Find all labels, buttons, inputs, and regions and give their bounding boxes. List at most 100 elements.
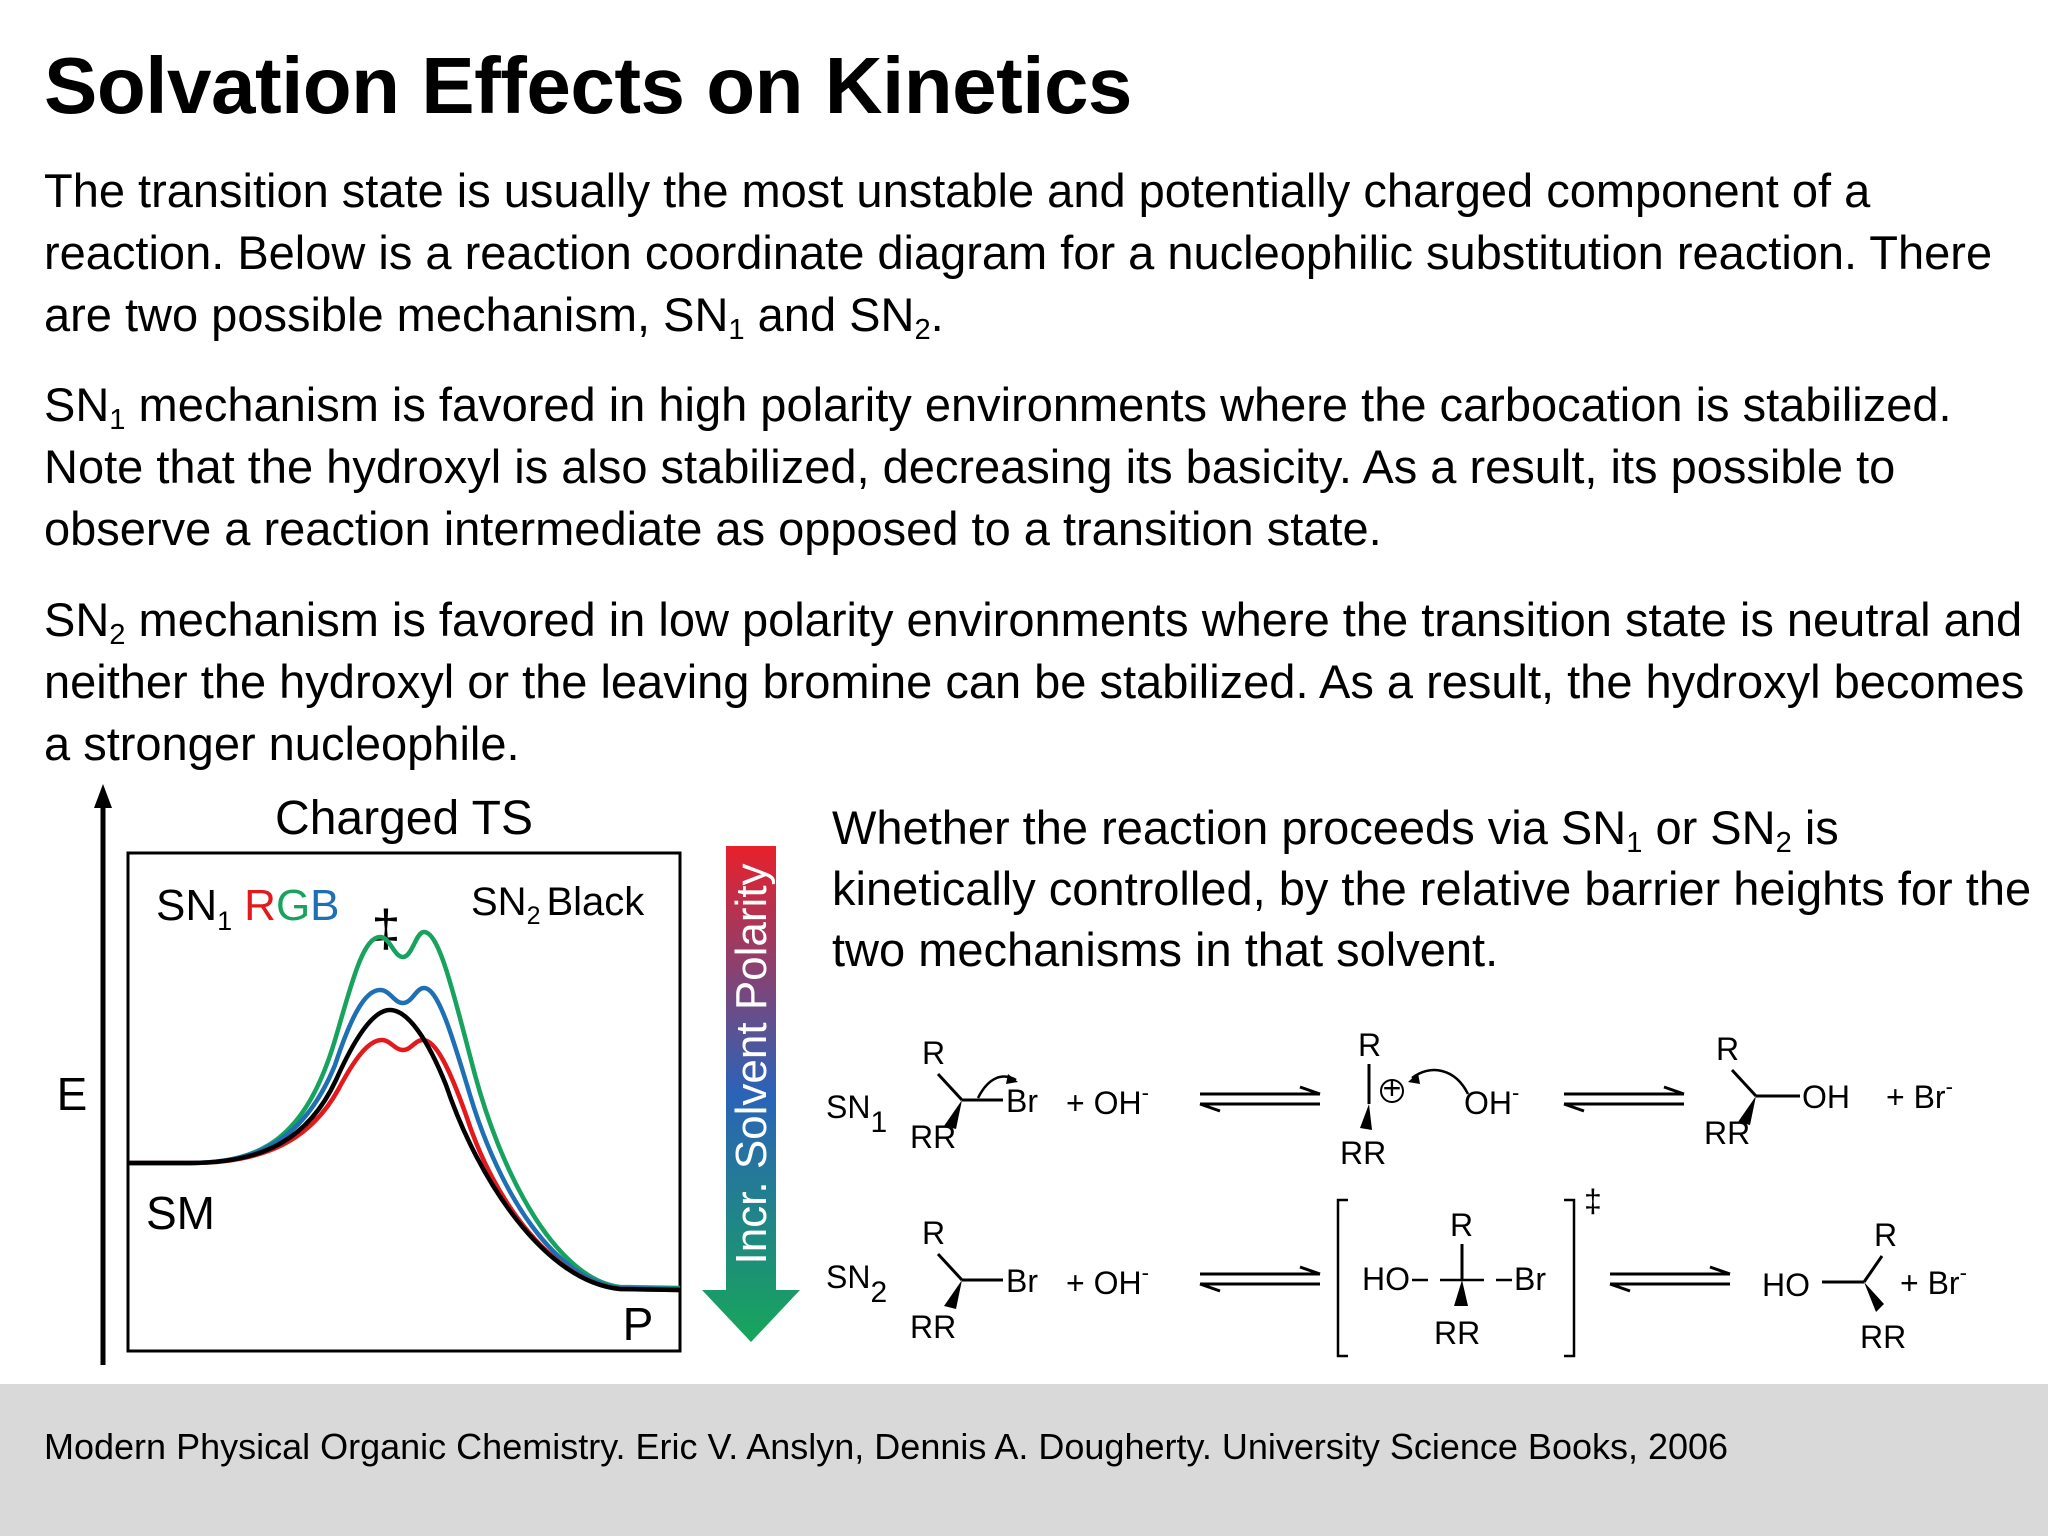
sn1-row-label-text: SN: [826, 1089, 870, 1125]
sn2-legend-label: SN: [471, 880, 527, 924]
nucleophile-attack-arrowhead: [1408, 1073, 1420, 1084]
footer-bar: Modern Physical Organic Chemistry. Eric …: [0, 1384, 2048, 1536]
sn1-legend: SN1 RGB: [156, 881, 340, 936]
cation-r-top: R: [1358, 1027, 1381, 1063]
ts-br: Br: [1514, 1261, 1546, 1297]
intro-sub-a: 1: [728, 314, 745, 347]
sn2-legend-sub: 2: [527, 902, 541, 930]
sn2-product-bromide-text: + Br: [1900, 1265, 1960, 1301]
sn2-reactant-br: Br: [1006, 1263, 1038, 1299]
sn2-product-rr: RR: [1860, 1319, 1906, 1355]
sn1-legend-sub: 1: [217, 906, 232, 936]
ts-ho: HO: [1362, 1261, 1410, 1297]
sn1-hydroxide-charge: -: [1512, 1080, 1519, 1105]
cation-charge-circle: [1380, 1079, 1404, 1103]
ts-r-top: R: [1450, 1207, 1473, 1243]
sn2-paragraph: SN2 mechanism is favored in low polarity…: [44, 589, 2034, 775]
sn2-product-bond-top: [1862, 1255, 1884, 1283]
cation-rr: RR: [1340, 1135, 1386, 1171]
sn1-product-bromide: + Br-: [1886, 1074, 1953, 1115]
ts-double-dagger: ‡: [372, 900, 401, 958]
sn2-eq-forward-head-1: [1299, 1265, 1321, 1276]
sn1-hydroxide-text: OH: [1464, 1085, 1512, 1121]
citation: Modern Physical Organic Chemistry. Eric …: [44, 1426, 1729, 1467]
sn1-product-oh: OH: [1802, 1079, 1850, 1115]
sn2-sub: 2: [109, 619, 126, 652]
side-text-c: is kinetically controlled, by the relati…: [832, 801, 2032, 976]
sn1-reactant-bond-top: [936, 1072, 964, 1102]
side-text-b: or SN: [1642, 801, 1776, 854]
nucleophile-attack-arrow: [1411, 1068, 1470, 1095]
red-curve: [129, 1037, 681, 1293]
sn1-row-label: SN1: [826, 1089, 887, 1139]
sn1-scheme-row: SN1 R RR Br + OH- R + RR OH- R: [826, 1027, 1953, 1171]
sn2-product-r-top: R: [1874, 1217, 1897, 1253]
intro-paragraph: The transition state is usually the most…: [44, 160, 2034, 346]
ts-wedge: [1454, 1280, 1468, 1306]
sn1-reactant-r-top: R: [922, 1035, 945, 1071]
sn1-product-wedge: [1738, 1096, 1756, 1125]
blue-curve: [129, 985, 681, 1292]
sn2-reactant-rr: RR: [910, 1309, 956, 1345]
legend-g: G: [276, 881, 310, 930]
sn1-product-bond-top: [1730, 1068, 1758, 1098]
intro-text-b: and SN: [744, 288, 915, 341]
sn2-reactant-r-top: R: [922, 1215, 945, 1251]
sn1-reactant-br: Br: [1006, 1083, 1038, 1119]
sn2-text-b: mechanism is favored in low polarity env…: [44, 593, 2025, 770]
sn2-eq-back-head-2: [1609, 1282, 1631, 1293]
sn1-leaving-arrowhead: [1006, 1074, 1018, 1084]
sn2-row-label-text: SN: [826, 1259, 870, 1295]
cation-plus: +: [1383, 1070, 1402, 1106]
slide-title: Solvation Effects on Kinetics: [44, 41, 1132, 130]
sn2-plus-oh: + OH-: [1066, 1260, 1149, 1301]
sn2-row-label-sub: 2: [870, 1276, 887, 1309]
polarity-arrow-label: Incr. Solvent Polarity: [727, 863, 776, 1264]
sn2-product-ho: HO: [1762, 1267, 1810, 1303]
ts-bracket-right: [1564, 1198, 1576, 1358]
intro-text-c: .: [930, 288, 944, 341]
ts-bracket-left: [1336, 1198, 1348, 1358]
polarity-gradient-arrow: [702, 846, 800, 1342]
sn2-scheme-row: SN2 R RR Br + OH- ‡ R HO Br RR R: [826, 1183, 1967, 1358]
sn1-plus-oh: + OH-: [1066, 1080, 1149, 1121]
sn2-reactant-wedge: [944, 1280, 962, 1309]
sn2-product-wedge: [1864, 1282, 1884, 1312]
sn2-oh-charge: -: [1142, 1260, 1149, 1285]
cation-wedge: [1360, 1104, 1372, 1130]
sn2-reactant-bond-top: [936, 1252, 964, 1282]
side-text-a: Whether the reaction proceeds via SN: [832, 801, 1627, 854]
sn2-text-a: SN: [44, 593, 110, 646]
sn1-eq-forward-head-1: [1299, 1085, 1321, 1096]
ts-rr: RR: [1434, 1315, 1480, 1351]
sn1-sub: 1: [109, 404, 126, 437]
black-curve: [129, 1007, 681, 1293]
charged-ts-heading: Charged TS: [275, 792, 533, 845]
sn2-legend-black: Black: [546, 880, 645, 924]
legend-r: R: [244, 881, 276, 930]
sn2-bromide-charge: -: [1960, 1260, 1967, 1285]
sn2-eq-forward-head-2: [1709, 1265, 1731, 1276]
sn1-text-a: SN: [44, 378, 110, 431]
sn2-legend: SN2 Black: [471, 880, 645, 930]
sn1-paragraph: SN1 mechanism is favored in high polarit…: [44, 374, 2034, 560]
intro-text-a: The transition state is usually the most…: [44, 164, 1993, 341]
sn2-row-label: SN2: [826, 1259, 887, 1309]
sn2-product-bromide: + Br-: [1900, 1260, 1967, 1301]
sn1-legend-label: SN: [156, 881, 217, 930]
sn1-eq-back-head-2: [1563, 1102, 1585, 1113]
sn1-bromide-charge: -: [1946, 1074, 1953, 1099]
intro-sub-b: 2: [914, 314, 931, 347]
sn1-reactant-wedge: [944, 1100, 962, 1129]
sn1-reactant-rr: RR: [910, 1119, 956, 1155]
energy-axis-label: E: [57, 1068, 88, 1120]
sn1-hydroxide: OH-: [1464, 1080, 1519, 1121]
product-label: P: [623, 1298, 654, 1350]
start-material-label: SM: [146, 1187, 215, 1239]
sn1-eq-back-head-1: [1199, 1102, 1221, 1113]
kinetic-control-text: Whether the reaction proceeds via SN1 or…: [832, 797, 2032, 980]
ts-bracket-dagger: ‡: [1584, 1183, 1602, 1219]
sn1-row-label-sub: 1: [870, 1106, 887, 1139]
sn1-plus-oh-text: + OH: [1066, 1085, 1142, 1121]
